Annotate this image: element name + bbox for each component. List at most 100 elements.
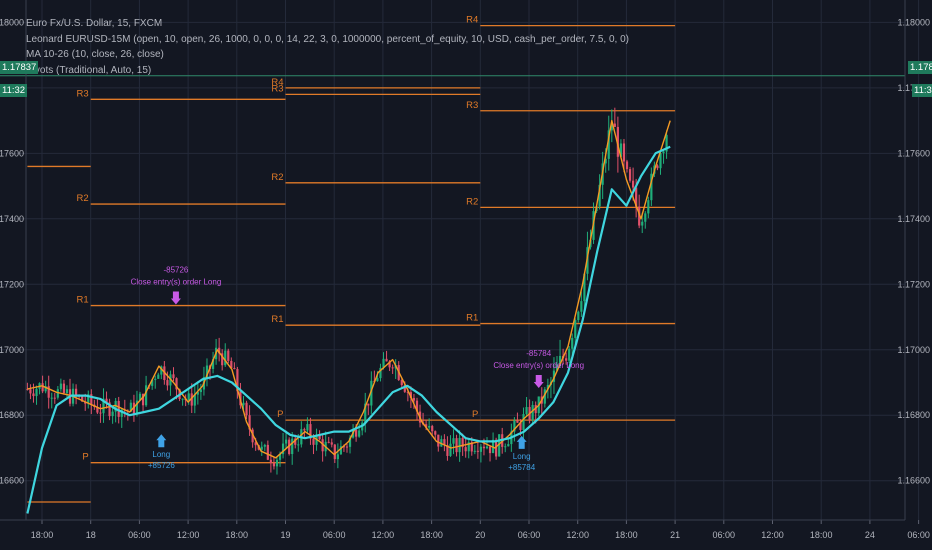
candle-body <box>339 446 342 455</box>
candle-body <box>376 378 379 382</box>
candle-body <box>458 437 461 453</box>
x-tick-label: 12:00 <box>566 530 589 540</box>
signal-label: +85726 <box>148 461 175 470</box>
candle-body <box>154 378 157 380</box>
x-tick-label: 20 <box>475 530 485 540</box>
candle-body <box>205 365 209 378</box>
chart-legend: Euro Fx/U.S. Dollar, 15, FXCM Leonard EU… <box>26 16 629 78</box>
candle-body <box>516 420 519 423</box>
signal-arrow-down <box>533 375 544 389</box>
candle-body <box>498 434 501 457</box>
pivot-label: R1 <box>466 313 478 324</box>
x-tick-label: 19 <box>280 530 290 540</box>
legend-ma[interactable]: MA 10-26 (10, close, 26, close) <box>26 49 164 60</box>
pivot-label: R3 <box>271 83 283 94</box>
candle-body <box>555 365 559 371</box>
candle-body <box>263 444 266 447</box>
candle-body <box>62 383 66 394</box>
legend-pivots[interactable]: Pivots (Traditional, Auto, 15) <box>26 64 152 76</box>
candle-body <box>455 438 458 453</box>
candle-body <box>580 301 583 312</box>
fast-ma-line <box>27 119 671 459</box>
candle-body <box>476 450 479 452</box>
candle-body <box>294 438 297 445</box>
candle-body <box>659 153 662 169</box>
candle-body <box>333 444 336 460</box>
candle-body <box>443 439 446 446</box>
candle-body <box>81 396 84 402</box>
candle-body <box>132 402 136 415</box>
candle-body <box>44 386 47 392</box>
pivot-label: P <box>82 452 88 463</box>
candle-body <box>546 384 549 390</box>
candle-body <box>647 200 650 214</box>
candle-body <box>431 426 434 432</box>
candle-body <box>160 366 163 375</box>
candle-body <box>607 130 610 159</box>
candle-body <box>577 311 580 320</box>
x-tick-label: 18:00 <box>420 530 443 540</box>
x-tick-label: 06:00 <box>323 530 346 540</box>
pivot-label: R4 <box>271 77 283 88</box>
candle-body <box>428 426 431 428</box>
candle-body <box>488 446 492 454</box>
candle-body <box>254 442 257 446</box>
candle-body <box>47 386 50 398</box>
y-tick-label: 1.17600 <box>897 148 930 158</box>
candle-body <box>452 438 455 444</box>
x-tick-label: 21 <box>670 530 680 540</box>
candle-body <box>166 380 169 386</box>
candle-body <box>613 123 616 127</box>
candle-body <box>619 143 623 157</box>
legend-symbol[interactable]: Euro Fx/U.S. Dollar, 15, FXCM <box>26 18 163 29</box>
candle-body <box>309 424 312 439</box>
y-tick-label: 1.17200 <box>897 279 930 289</box>
candle-body <box>285 439 288 444</box>
candle-body <box>464 447 467 452</box>
legend-strategy[interactable]: Leonard EURUSD-15M (open, 10, open, 26, … <box>26 33 629 45</box>
candle-body <box>175 378 178 390</box>
grid-lines <box>0 0 920 520</box>
candle-body <box>90 394 93 405</box>
x-tick-label: 18:00 <box>226 530 249 540</box>
candle-body <box>391 367 394 369</box>
candle-body <box>59 383 62 390</box>
pivot-label: R3 <box>77 88 89 99</box>
pivot-label: R2 <box>466 196 478 207</box>
candle-body <box>625 161 629 170</box>
pivot-label: R1 <box>271 314 283 325</box>
candle-body <box>409 392 413 399</box>
candle-body <box>388 361 391 368</box>
candle-body <box>117 400 120 417</box>
pivot-label: R2 <box>77 193 89 204</box>
candle-body <box>138 393 142 401</box>
y-tick-label-left: 1.16800 <box>0 410 24 420</box>
candle-body <box>479 446 483 452</box>
candle-body <box>230 360 233 369</box>
candle-body <box>345 446 349 448</box>
candle-body <box>364 403 367 423</box>
candle-body <box>348 437 352 447</box>
candle-body <box>531 404 534 421</box>
candle-body <box>635 187 638 207</box>
candle-body <box>144 385 148 406</box>
signal-arrow-down <box>170 291 181 305</box>
candle-body <box>638 206 641 226</box>
signal-arrow-up <box>516 435 527 449</box>
candle-body <box>583 273 586 302</box>
candle-body <box>196 392 199 395</box>
candle-body <box>495 439 498 457</box>
candle-body <box>278 454 282 460</box>
candle-body <box>358 430 361 437</box>
x-tick-label: 18:00 <box>810 530 833 540</box>
candle-body <box>485 446 489 449</box>
candle-body <box>193 394 196 406</box>
candle-body <box>190 393 193 406</box>
candle-body <box>32 393 35 397</box>
candle-body <box>65 389 69 394</box>
pivot-label: P <box>277 409 283 420</box>
candle-body <box>525 407 528 415</box>
candle-body <box>558 355 562 366</box>
